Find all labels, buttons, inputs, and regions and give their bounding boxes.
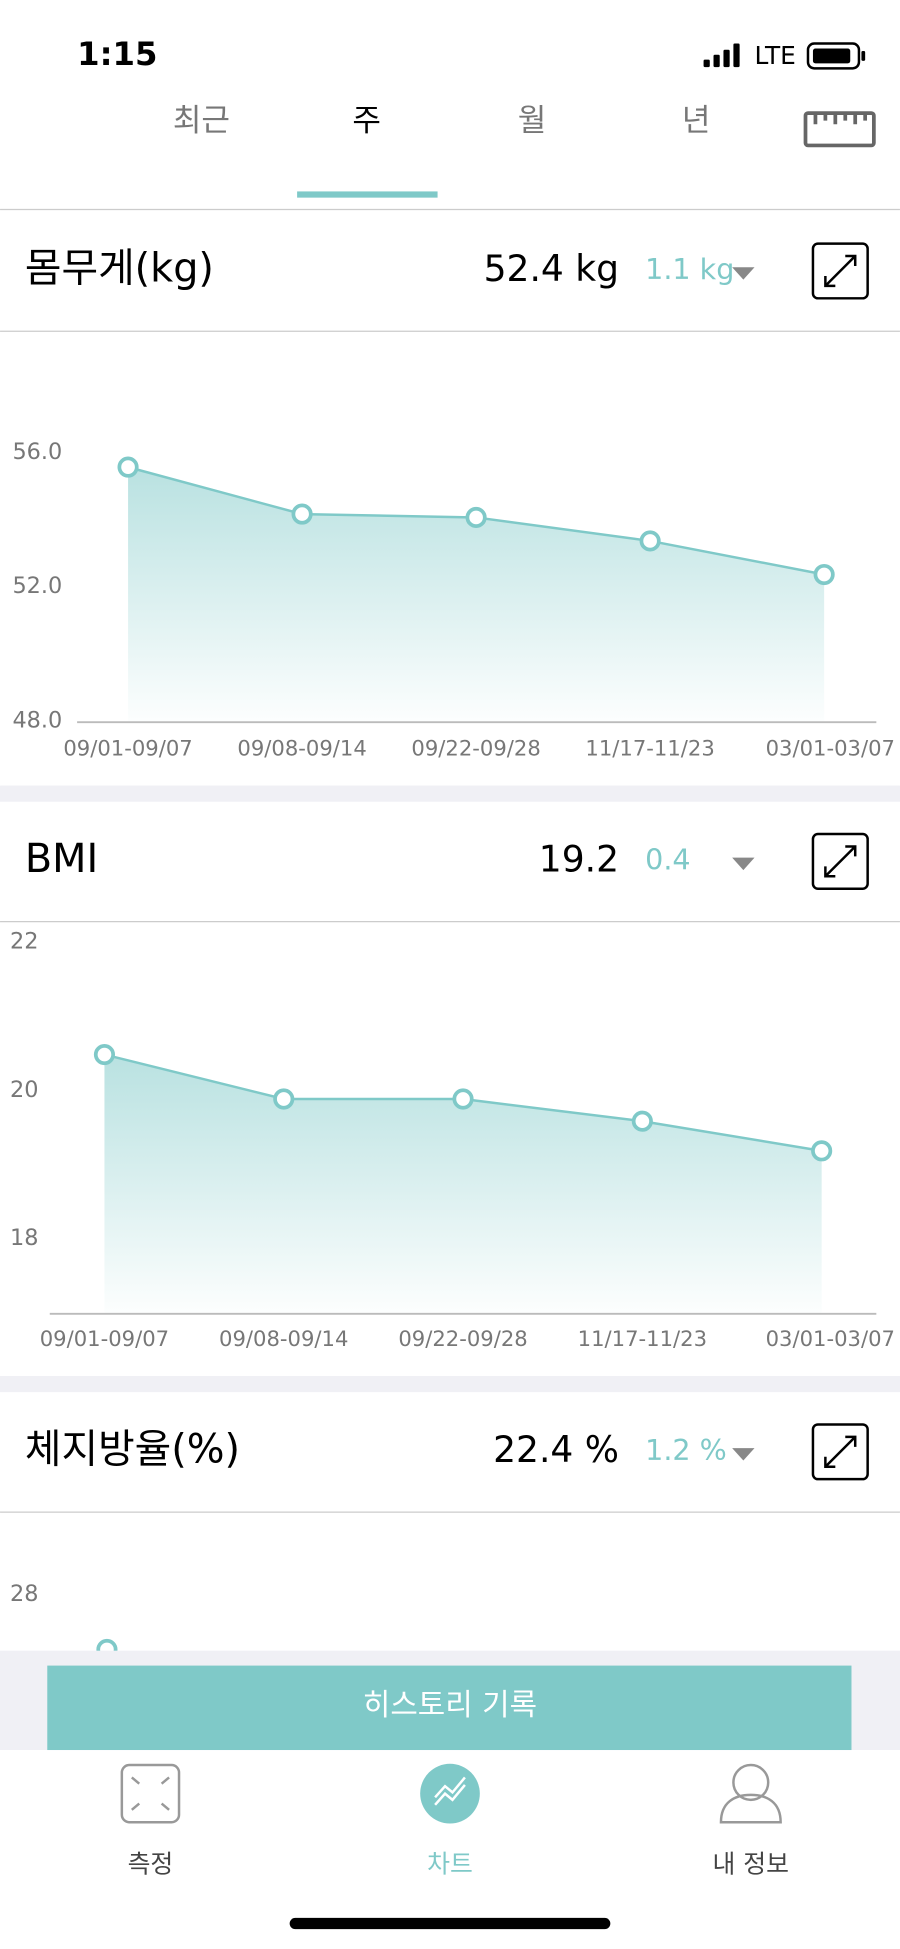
profile-icon[interactable] bbox=[719, 1763, 782, 1824]
y-tick-label: 20 bbox=[10, 1077, 38, 1103]
expand-box bbox=[811, 1423, 869, 1481]
tab[interactable]: 년 bbox=[682, 103, 711, 139]
battery-icon bbox=[806, 42, 866, 70]
data-point bbox=[452, 1088, 474, 1110]
data-point bbox=[813, 563, 835, 586]
expand-arrows bbox=[824, 254, 857, 288]
status-time: 1:15 bbox=[77, 35, 157, 73]
tab-indicator bbox=[297, 191, 438, 198]
area bbox=[104, 1054, 822, 1314]
x-tick-label: 09/08-09/14 bbox=[219, 1326, 348, 1351]
x-tick-label: 11/17-11/23 bbox=[585, 736, 714, 761]
y-tick-label: 22 bbox=[10, 929, 38, 955]
x-tick-label: 09/01-09/07 bbox=[40, 1326, 169, 1351]
panel-title: 몸무게(kg) bbox=[25, 245, 214, 291]
nav-label[interactable]: 측정 bbox=[128, 1850, 174, 1879]
tab[interactable]: 월 bbox=[518, 103, 547, 139]
panel-title: 체지방율(%) bbox=[25, 1426, 240, 1472]
expand-button[interactable] bbox=[811, 832, 869, 890]
x-tick-label: 09/22-09/28 bbox=[398, 1326, 527, 1351]
x-tick-label: 03/01-03/07 bbox=[766, 736, 895, 761]
nav-label[interactable]: 내 정보 bbox=[713, 1850, 789, 1879]
home-indicator bbox=[289, 1917, 611, 1930]
section-gap bbox=[0, 785, 900, 802]
panel-title: BMI bbox=[25, 836, 98, 882]
ruler-button[interactable] bbox=[803, 111, 876, 148]
signal-icon bbox=[703, 43, 740, 68]
expand-box bbox=[811, 242, 869, 300]
expand-button[interactable] bbox=[811, 242, 869, 300]
x-tick-label: 09/08-09/14 bbox=[237, 736, 366, 761]
y-tick-label: 18 bbox=[10, 1225, 38, 1251]
expand-arrows bbox=[824, 1435, 857, 1468]
change-arrow bbox=[732, 1448, 755, 1461]
panel-value: 22.4 % bbox=[493, 1430, 619, 1471]
data-point bbox=[811, 1140, 833, 1162]
panel-value: 19.2 bbox=[539, 839, 619, 880]
tab[interactable]: 최근 bbox=[173, 103, 230, 139]
tab[interactable]: 주 bbox=[352, 103, 381, 139]
nav-label[interactable]: 차트 bbox=[427, 1850, 473, 1879]
history-button-label: 히스토리 기록 bbox=[363, 1688, 537, 1723]
chart-icon[interactable] bbox=[420, 1763, 480, 1824]
data-point bbox=[631, 1110, 653, 1132]
y-tick-label: 28 bbox=[10, 1581, 38, 1607]
panel-value: 52.4 kg bbox=[484, 249, 619, 290]
expand-button[interactable] bbox=[811, 1423, 869, 1481]
data-point bbox=[273, 1088, 295, 1110]
panel-change: 1.2 % bbox=[645, 1433, 727, 1467]
panel-change: 1.1 kg bbox=[645, 252, 734, 286]
area bbox=[128, 467, 825, 723]
y-tick-label: 56.0 bbox=[12, 439, 62, 465]
change-arrow bbox=[732, 857, 755, 871]
y-tick-label: 48.0 bbox=[12, 707, 62, 733]
network-label: LTE bbox=[755, 41, 796, 70]
section-gap bbox=[0, 1375, 900, 1393]
history-button[interactable] bbox=[47, 1665, 852, 1751]
data-point bbox=[639, 530, 661, 552]
y-tick-label: 52.0 bbox=[12, 573, 62, 599]
expand-arrows bbox=[824, 845, 857, 878]
panel-change: 0.4 bbox=[645, 842, 690, 876]
x-tick-label: 09/01-09/07 bbox=[63, 736, 192, 761]
measure-icon[interactable] bbox=[120, 1763, 181, 1824]
x-tick-label: 03/01-03/07 bbox=[766, 1326, 895, 1351]
data-point bbox=[291, 503, 313, 525]
x-tick-label: 09/22-09/28 bbox=[411, 736, 540, 761]
data-point bbox=[117, 456, 139, 478]
data-point bbox=[465, 506, 487, 529]
x-tick-label: 11/17-11/23 bbox=[578, 1326, 707, 1351]
data-point bbox=[93, 1043, 116, 1066]
change-arrow bbox=[732, 267, 755, 280]
expand-box bbox=[811, 832, 869, 890]
